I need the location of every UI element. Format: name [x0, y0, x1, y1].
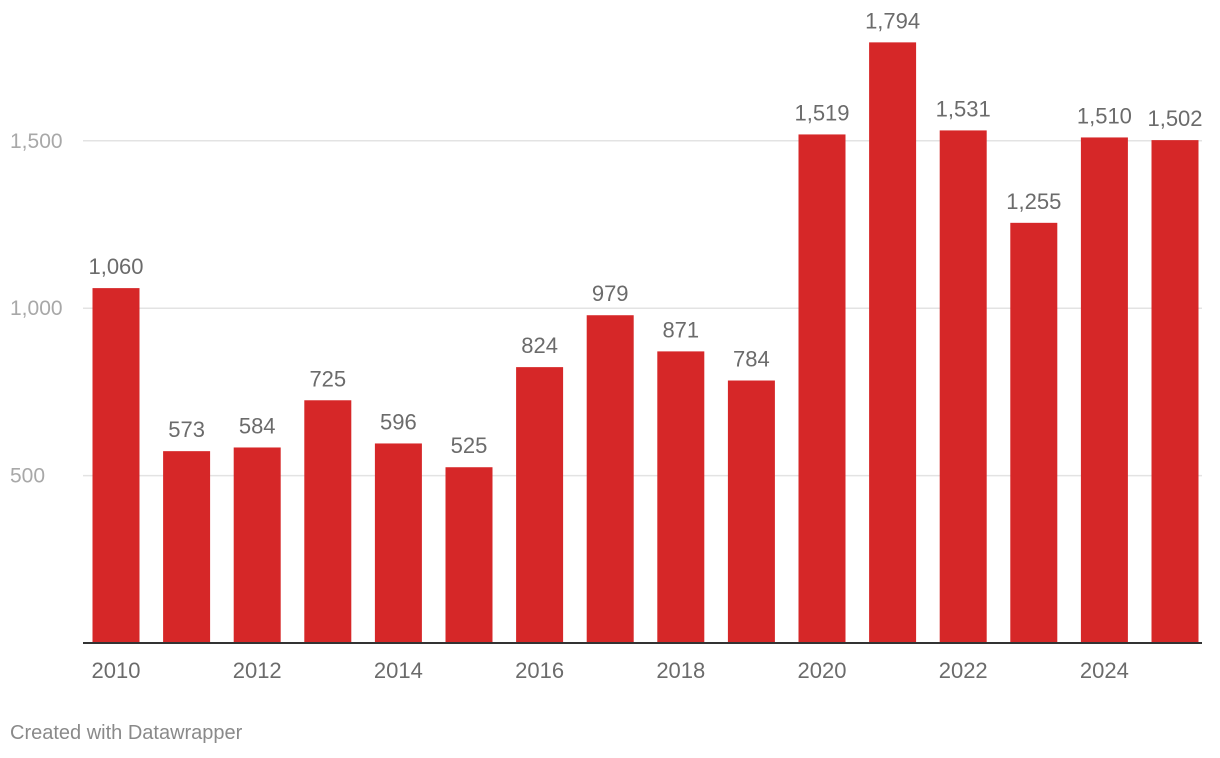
data-label-2025: 1,502	[1147, 106, 1202, 131]
x-tick-label: 2012	[233, 658, 282, 683]
bar-2020	[798, 134, 846, 644]
data-label-2018: 871	[662, 317, 699, 342]
x-tick-label: 2010	[92, 658, 141, 683]
data-label-2017: 979	[592, 281, 629, 306]
data-label-2011: 573	[168, 417, 205, 442]
bar-2023	[1010, 222, 1058, 644]
y-tick-label: 1,500	[10, 130, 63, 153]
data-labels: 1,060 573 584 725 596 525 824 979 871 784 1,519 1,7…	[88, 8, 1202, 458]
bar-2012	[233, 447, 281, 643]
bar-chart: 500 1,000 1,500 1,060 573 584 725 596 525 824 979…	[10, 8, 1203, 683]
data-label-2013: 725	[309, 366, 346, 391]
data-label-2019: 784	[733, 347, 770, 372]
data-label-2012: 584	[239, 413, 276, 438]
data-label-2020: 1,519	[794, 100, 849, 125]
bar-2013	[304, 400, 352, 643]
data-label-2016: 824	[521, 333, 558, 358]
y-tick-label: 1,000	[10, 297, 63, 320]
bar-2011	[163, 451, 211, 643]
x-tick-label: 2018	[656, 658, 705, 683]
bar-2024	[1080, 137, 1128, 643]
x-tick-label: 2024	[1080, 658, 1129, 683]
y-tick-label: 500	[10, 465, 45, 488]
data-label-2021: 1,794	[865, 8, 920, 33]
credit-text: Created with Datawrapper	[10, 722, 243, 744]
bar-2021	[869, 42, 917, 644]
bar-2022	[939, 130, 987, 643]
data-label-2023: 1,255	[1006, 189, 1061, 214]
data-label-2014: 596	[380, 409, 417, 434]
bar-2018	[657, 351, 705, 643]
x-tick-label: 2022	[939, 658, 988, 683]
data-label-2022: 1,531	[936, 96, 991, 121]
data-label-2010: 1,060	[88, 254, 143, 279]
bars	[92, 42, 1199, 644]
data-label-2024: 1,510	[1077, 103, 1132, 128]
x-tick-label: 2016	[515, 658, 564, 683]
bar-2025	[1151, 140, 1199, 643]
x-tick-label: 2020	[798, 658, 847, 683]
bar-2015	[445, 467, 493, 643]
bar-2016	[516, 367, 564, 643]
x-axis: 2010 2012 2014 2016 2018 2020 2022 2024	[83, 642, 1202, 683]
bar-2017	[586, 315, 634, 643]
data-label-2015: 525	[451, 433, 488, 458]
bar-2019	[727, 380, 775, 643]
bar-2014	[374, 443, 422, 643]
x-tick-label: 2014	[374, 658, 423, 683]
bar-2010	[92, 288, 140, 643]
